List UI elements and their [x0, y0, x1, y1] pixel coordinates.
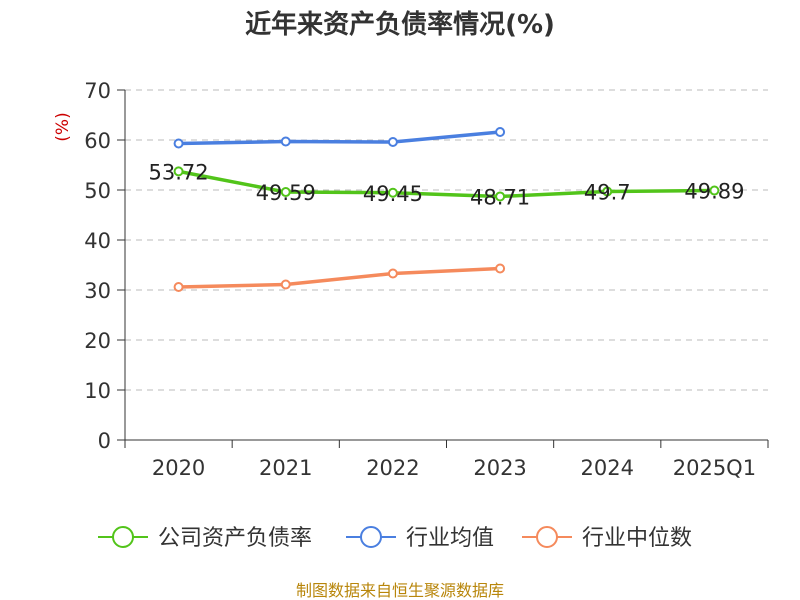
x-tick-label: 2025Q1 — [673, 456, 756, 480]
data-point — [387, 137, 398, 147]
data-point — [280, 136, 291, 147]
data-point — [173, 138, 184, 149]
data-point — [280, 279, 291, 290]
data-point — [173, 282, 184, 292]
series-0: 53.72 49.59 49.45 48.71 49.7 49.89 — [149, 160, 745, 209]
data-label: 49.59 — [256, 181, 316, 205]
source-note: 制图数据来自恒生聚源数据库 — [296, 581, 504, 600]
legend-marker — [536, 526, 558, 548]
legend-label: 公司资产负债率 — [158, 526, 312, 551]
data-label: 49.45 — [363, 182, 423, 206]
legend-marker — [112, 526, 134, 548]
data-label: 48.71 — [470, 185, 530, 209]
y-tick-label: 60 — [84, 129, 111, 153]
series-2 — [173, 263, 506, 292]
y-tick-label: 0 — [98, 429, 111, 453]
data-point — [495, 263, 506, 274]
x-tick-label: 2021 — [259, 456, 312, 480]
legend: 公司资产负债率 行业均值 行业中位数 — [98, 526, 692, 551]
y-tick-label: 40 — [84, 229, 111, 253]
y-axis-unit: (%) — [53, 112, 73, 141]
data-point — [709, 185, 720, 196]
series-line — [178, 169, 715, 199]
data-label: 49.89 — [684, 180, 744, 204]
data-point — [495, 191, 506, 202]
data-label: 49.7 — [584, 181, 631, 205]
data-label: 53.72 — [149, 160, 209, 184]
y-tick-label: 30 — [84, 279, 111, 303]
chart-title: 近年来资产负债率情况(%) — [245, 9, 555, 40]
y-tick-label: 20 — [84, 329, 111, 353]
data-point — [387, 268, 398, 279]
legend-label: 行业中位数 — [582, 526, 692, 551]
x-tick-label: 2022 — [366, 456, 419, 480]
series-1 — [173, 127, 506, 149]
data-point — [602, 186, 613, 197]
y-tick-label: 50 — [84, 179, 111, 203]
data-point — [495, 127, 506, 137]
x-tick-label: 2023 — [473, 456, 526, 480]
data-point — [173, 166, 184, 177]
axes: 0 10 20 30 40 50 60 70 2020 2021 2022 2023 2024 2025Q… — [84, 79, 769, 480]
data-point — [387, 187, 398, 198]
series-line — [178, 130, 501, 146]
series-layer: 53.72 49.59 49.45 48.71 49.7 49.89 — [149, 127, 745, 292]
grid-lines — [125, 89, 768, 391]
y-tick-label: 70 — [84, 79, 111, 103]
legend-marker — [360, 526, 382, 548]
y-tick-label: 10 — [84, 379, 111, 403]
legend-label: 行业均值 — [406, 526, 494, 551]
series-line — [178, 266, 501, 289]
x-tick-label: 2024 — [581, 456, 634, 480]
x-tick-label: 2020 — [152, 456, 205, 480]
data-point — [280, 187, 291, 198]
